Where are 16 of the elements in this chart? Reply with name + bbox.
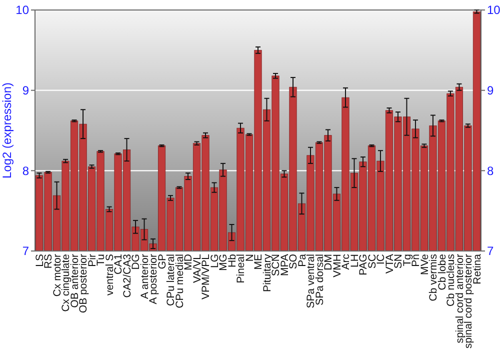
y2-tick-label: 9	[487, 84, 494, 98]
y-tick-label: 9	[22, 84, 30, 98]
x-tick-label: DG	[130, 254, 142, 270]
x-tick-label: Tg	[401, 254, 414, 266]
x-tick-label: MVe	[418, 254, 431, 276]
y2-tick-label: 7	[487, 244, 494, 258]
y2-tick-label: 8	[487, 164, 494, 178]
x-tick-label: SC	[366, 254, 378, 269]
x-tick-label: A posterior	[148, 254, 160, 304]
x-tick-label: OB posterior	[78, 254, 90, 313]
y-axis-title: Log2 (expression)	[0, 82, 14, 179]
y-tick-label: 8	[22, 164, 30, 178]
y2-tick-label: 10	[487, 3, 500, 18]
y-tick-label: 10	[16, 3, 30, 18]
y-tick-label: 7	[22, 244, 30, 258]
x-tick-label: SPa dorsal	[314, 254, 326, 306]
